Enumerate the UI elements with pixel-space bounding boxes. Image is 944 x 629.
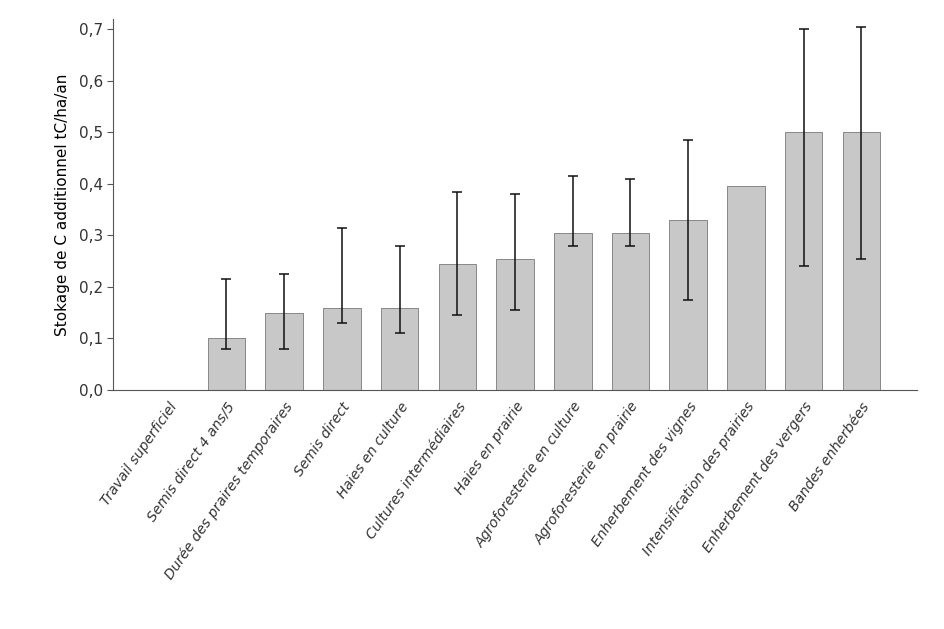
Bar (265, 313, 303, 390)
Y-axis label: Stokage de C additionnel tC/ha/an: Stokage de C additionnel tC/ha/an (56, 73, 70, 336)
Bar (611, 233, 649, 390)
Bar (438, 264, 476, 390)
Bar (726, 186, 764, 390)
Bar (842, 132, 879, 390)
Bar (553, 233, 591, 390)
Bar (208, 338, 244, 390)
Bar (380, 308, 418, 390)
Bar (496, 259, 533, 390)
Bar (784, 132, 821, 390)
Bar (668, 220, 706, 390)
Bar (323, 308, 361, 390)
